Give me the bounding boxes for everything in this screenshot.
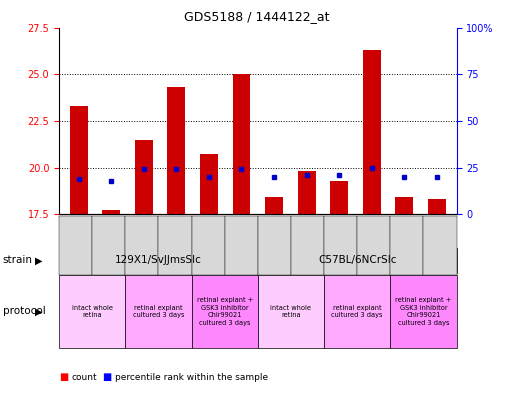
Bar — [396, 197, 413, 214]
Text: ▶: ▶ — [35, 255, 42, 265]
Bar — [428, 199, 446, 214]
Bar — [200, 154, 218, 214]
Text: retinal explant
cultured 3 days: retinal explant cultured 3 days — [133, 305, 184, 318]
Text: strain: strain — [3, 255, 32, 265]
Text: GDS5188 / 1444122_at: GDS5188 / 1444122_at — [184, 10, 329, 23]
Bar — [167, 87, 185, 214]
Text: count: count — [72, 373, 97, 382]
Bar — [70, 106, 88, 214]
Text: retinal explant +
GSK3 inhibitor
Chir99021
cultured 3 days: retinal explant + GSK3 inhibitor Chir990… — [396, 297, 451, 326]
Text: retinal explant +
GSK3 inhibitor
Chir99021
cultured 3 days: retinal explant + GSK3 inhibitor Chir990… — [196, 297, 253, 326]
Text: ▶: ▶ — [35, 307, 42, 316]
Text: 129X1/SvJJmsSlc: 129X1/SvJJmsSlc — [115, 255, 202, 265]
Text: retinal explant
cultured 3 days: retinal explant cultured 3 days — [331, 305, 383, 318]
Bar — [298, 171, 315, 214]
Text: percentile rank within the sample: percentile rank within the sample — [115, 373, 268, 382]
Bar — [330, 180, 348, 214]
Text: intact whole
retina: intact whole retina — [270, 305, 311, 318]
Text: protocol: protocol — [3, 307, 45, 316]
Text: C57BL/6NCrSlc: C57BL/6NCrSlc — [318, 255, 397, 265]
Text: ■: ■ — [103, 372, 112, 382]
Bar — [265, 197, 283, 214]
Bar — [232, 74, 250, 214]
Bar — [102, 211, 120, 214]
Bar — [363, 50, 381, 214]
Text: intact whole
retina: intact whole retina — [72, 305, 113, 318]
Bar — [135, 140, 153, 214]
Text: ■: ■ — [59, 372, 68, 382]
